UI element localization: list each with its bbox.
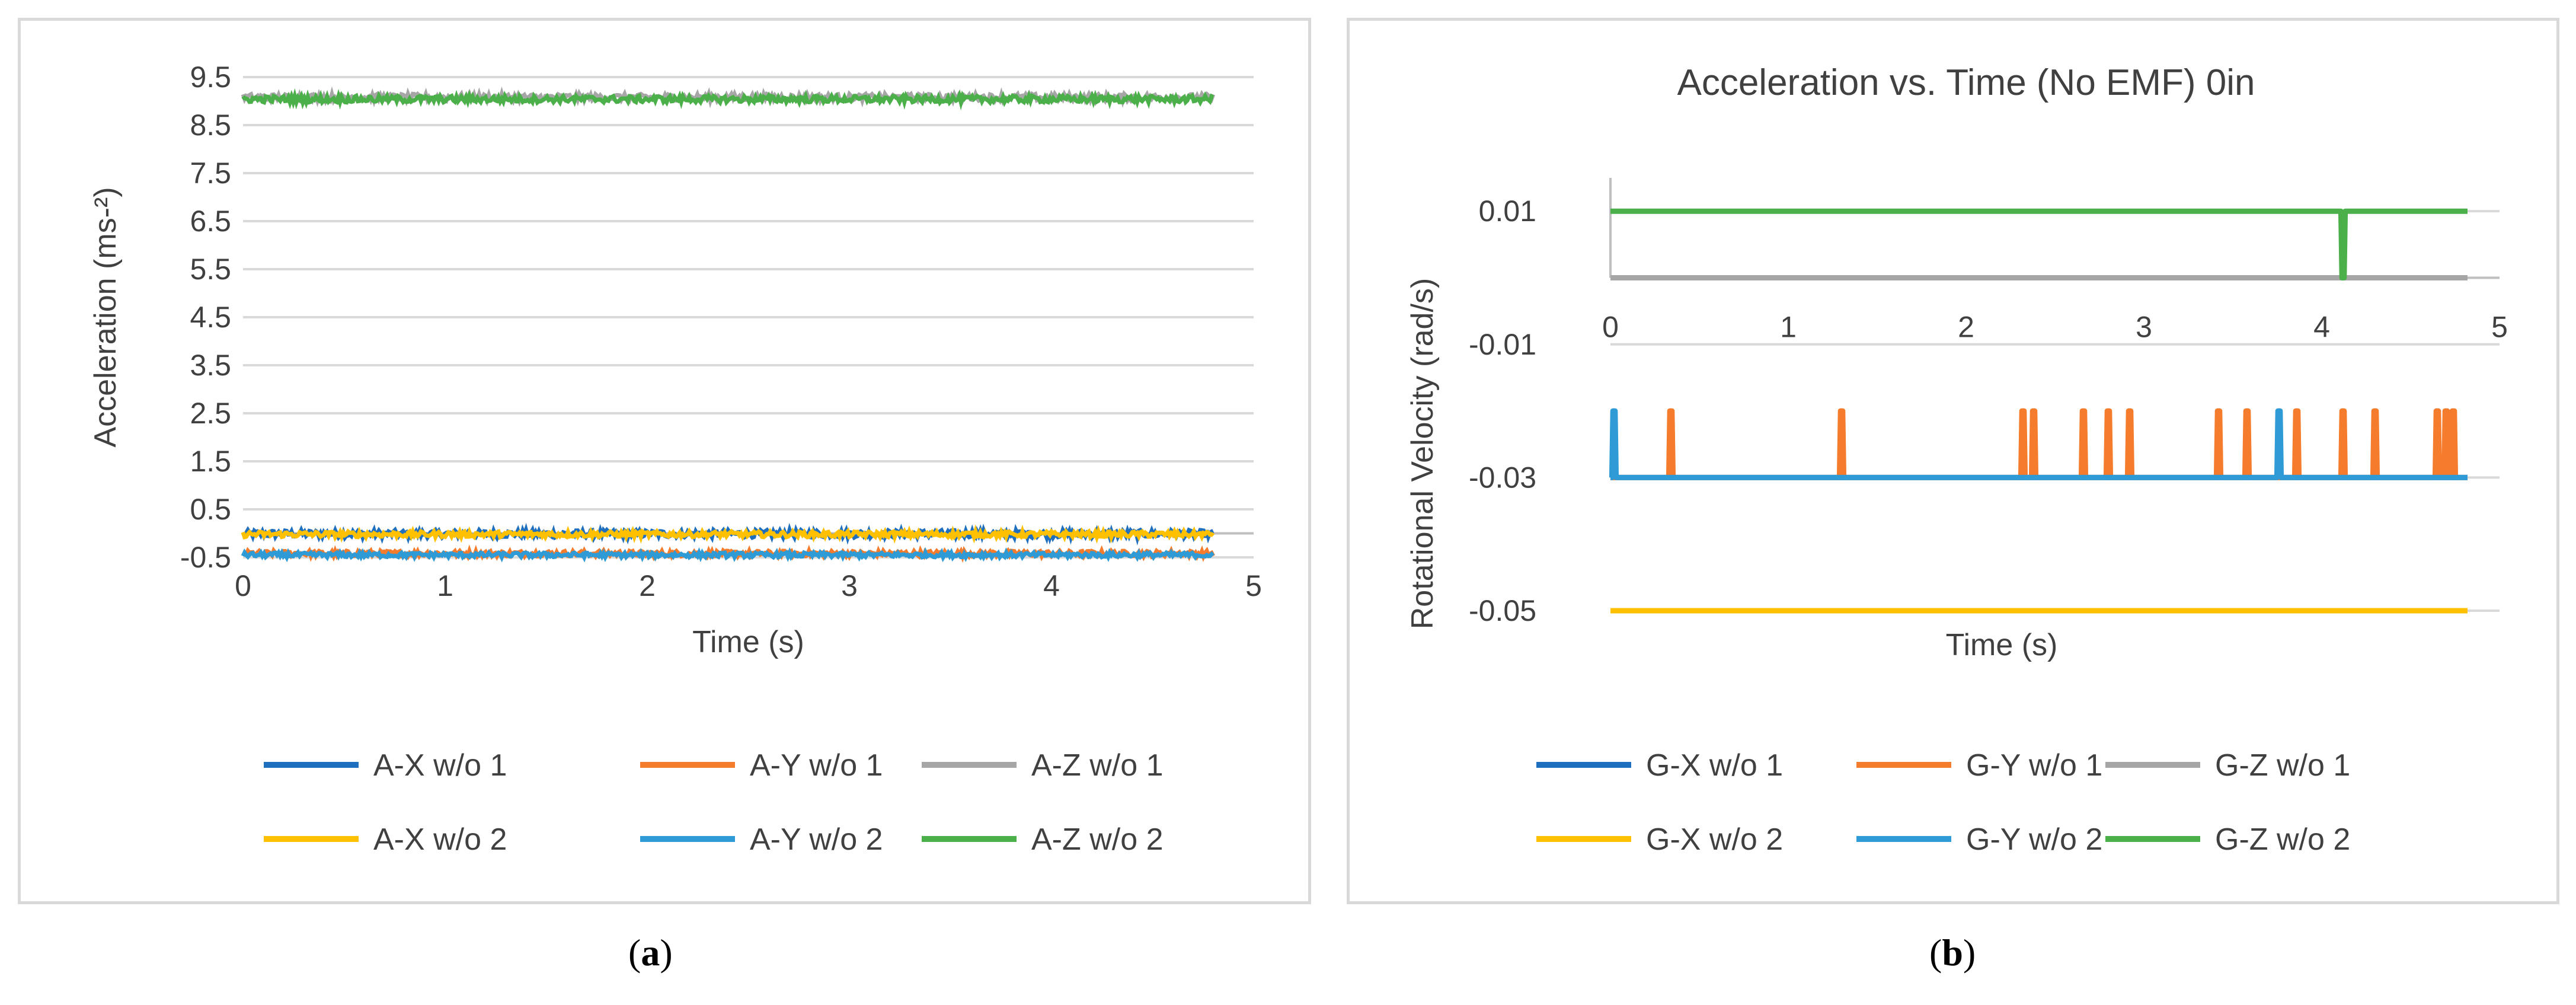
series-line bbox=[241, 88, 1215, 111]
x-axis-title: Time (s) bbox=[692, 625, 804, 659]
y-tick-label: -0.05 bbox=[1469, 594, 1536, 627]
y-tick-label: 5.5 bbox=[190, 253, 231, 286]
y-tick-label: -0.03 bbox=[1469, 461, 1536, 494]
legend-label: G-Y w/o 2 bbox=[1966, 822, 2102, 857]
y-tick-label: 7.5 bbox=[190, 157, 231, 190]
x-tick-label: 0 bbox=[235, 569, 251, 602]
legend-label: A-X w/o 1 bbox=[373, 748, 507, 783]
legend-label: G-X w/o 2 bbox=[1646, 822, 1783, 857]
acceleration-chart: 9.5 8.5 7.5 6.5 5.5 4.5 3.5 2.5 1.5 0.5 -0.50 1 2 3 4 5… bbox=[88, 60, 1262, 857]
y-tick-label: 0.01 bbox=[1479, 194, 1536, 228]
y-tick-label: -0.5 bbox=[180, 541, 231, 574]
x-axis-title: Time (s) bbox=[1946, 628, 2058, 662]
x-tick-label: 4 bbox=[2313, 310, 2330, 343]
legend-label: G-X w/o 1 bbox=[1646, 748, 1783, 783]
x-tick-label: 0 bbox=[1602, 310, 1619, 343]
legend-label: A-Z w/o 1 bbox=[1031, 748, 1164, 783]
x-tick-label: 4 bbox=[1043, 569, 1060, 602]
y-tick-label: 4.5 bbox=[190, 301, 231, 334]
caption-b: (b) bbox=[1929, 931, 1976, 974]
y-tick-label: 8.5 bbox=[190, 109, 231, 142]
x-tick-label: 5 bbox=[2491, 310, 2508, 343]
legend-label: A-X w/o 2 bbox=[373, 822, 507, 857]
y-tick-label: 3.5 bbox=[190, 349, 231, 382]
series-line bbox=[1609, 408, 2468, 480]
rotational-velocity-chart: Acceleration vs. Time (No EMF) 0in 0.01 -0… bbox=[1405, 62, 2508, 857]
y-tick-label: -0.01 bbox=[1469, 328, 1536, 361]
y-axis-title: Rotational Velocity (rad/s) bbox=[1405, 278, 1440, 630]
chart-panel-b: Acceleration vs. Time (No EMF) 0in 0.01 -0… bbox=[1347, 18, 2559, 904]
y-tick-label: 6.5 bbox=[190, 205, 231, 238]
x-tick-label: 2 bbox=[1958, 310, 1974, 343]
legend-label: G-Y w/o 1 bbox=[1966, 748, 2102, 783]
y-tick-label: 2.5 bbox=[190, 397, 231, 430]
chart-title: Acceleration vs. Time (No EMF) 0in bbox=[1677, 62, 2255, 103]
x-tick-label: 1 bbox=[1780, 310, 1797, 343]
y-axis-title: Acceleration (ms-²) bbox=[88, 187, 123, 447]
y-tick-label: 0.5 bbox=[190, 493, 231, 526]
x-tick-label: 1 bbox=[437, 569, 453, 602]
y-tick-label: 1.5 bbox=[190, 445, 231, 478]
series-line bbox=[1610, 208, 2468, 280]
legend-label: A-Y w/o 1 bbox=[750, 748, 883, 783]
legend-label: A-Z w/o 2 bbox=[1031, 822, 1164, 857]
x-tick-label: 5 bbox=[1245, 569, 1262, 602]
series-line bbox=[1610, 408, 2468, 480]
x-tick-label: 2 bbox=[639, 569, 656, 602]
legend-label: A-Y w/o 2 bbox=[750, 822, 883, 857]
x-tick-label: 3 bbox=[841, 569, 858, 602]
series-line bbox=[241, 524, 1215, 544]
legend-label: G-Z w/o 2 bbox=[2215, 822, 2350, 857]
x-tick-label: 3 bbox=[2136, 310, 2152, 343]
y-tick-label: 9.5 bbox=[190, 60, 231, 94]
legend-label: G-Z w/o 1 bbox=[2215, 748, 2350, 783]
chart-panel-a: 9.5 8.5 7.5 6.5 5.5 4.5 3.5 2.5 1.5 0.5 -0.5 0 1 2 3 4 5… bbox=[18, 18, 1311, 904]
series-line bbox=[241, 547, 1215, 563]
caption-a: (a) bbox=[628, 931, 673, 974]
